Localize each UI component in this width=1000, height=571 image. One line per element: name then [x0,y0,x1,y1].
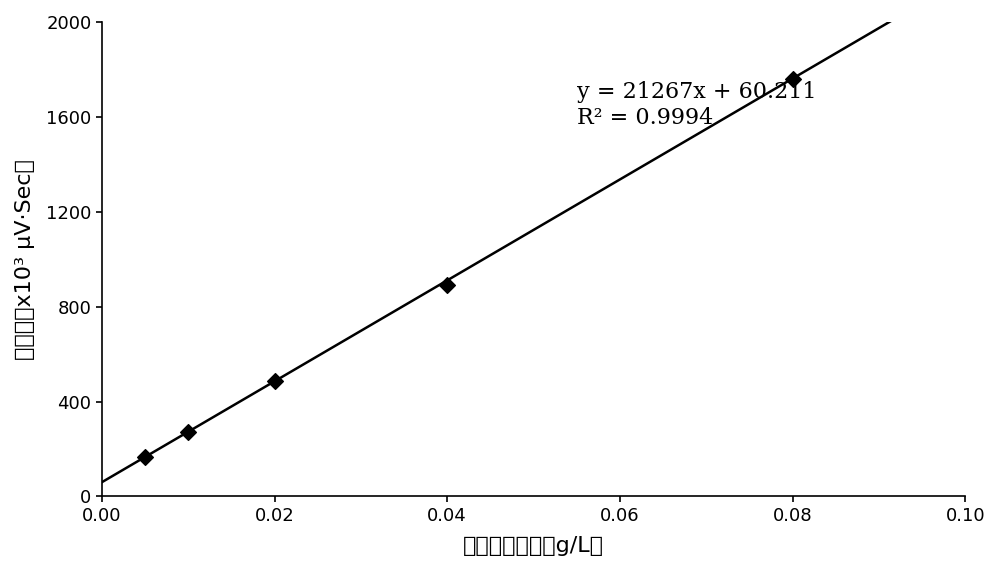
Point [267,377,283,386]
X-axis label: 染料木素浓度（g/L）: 染料木素浓度（g/L） [463,536,604,556]
Point [180,427,196,436]
Point [785,74,801,83]
Point [137,452,153,461]
Text: y = 21267x + 60.211
R² = 0.9994: y = 21267x + 60.211 R² = 0.9994 [577,81,816,128]
Y-axis label: 峰面积（x10³ μV·Sec）: 峰面积（x10³ μV·Sec） [15,159,35,360]
Point [439,280,455,289]
